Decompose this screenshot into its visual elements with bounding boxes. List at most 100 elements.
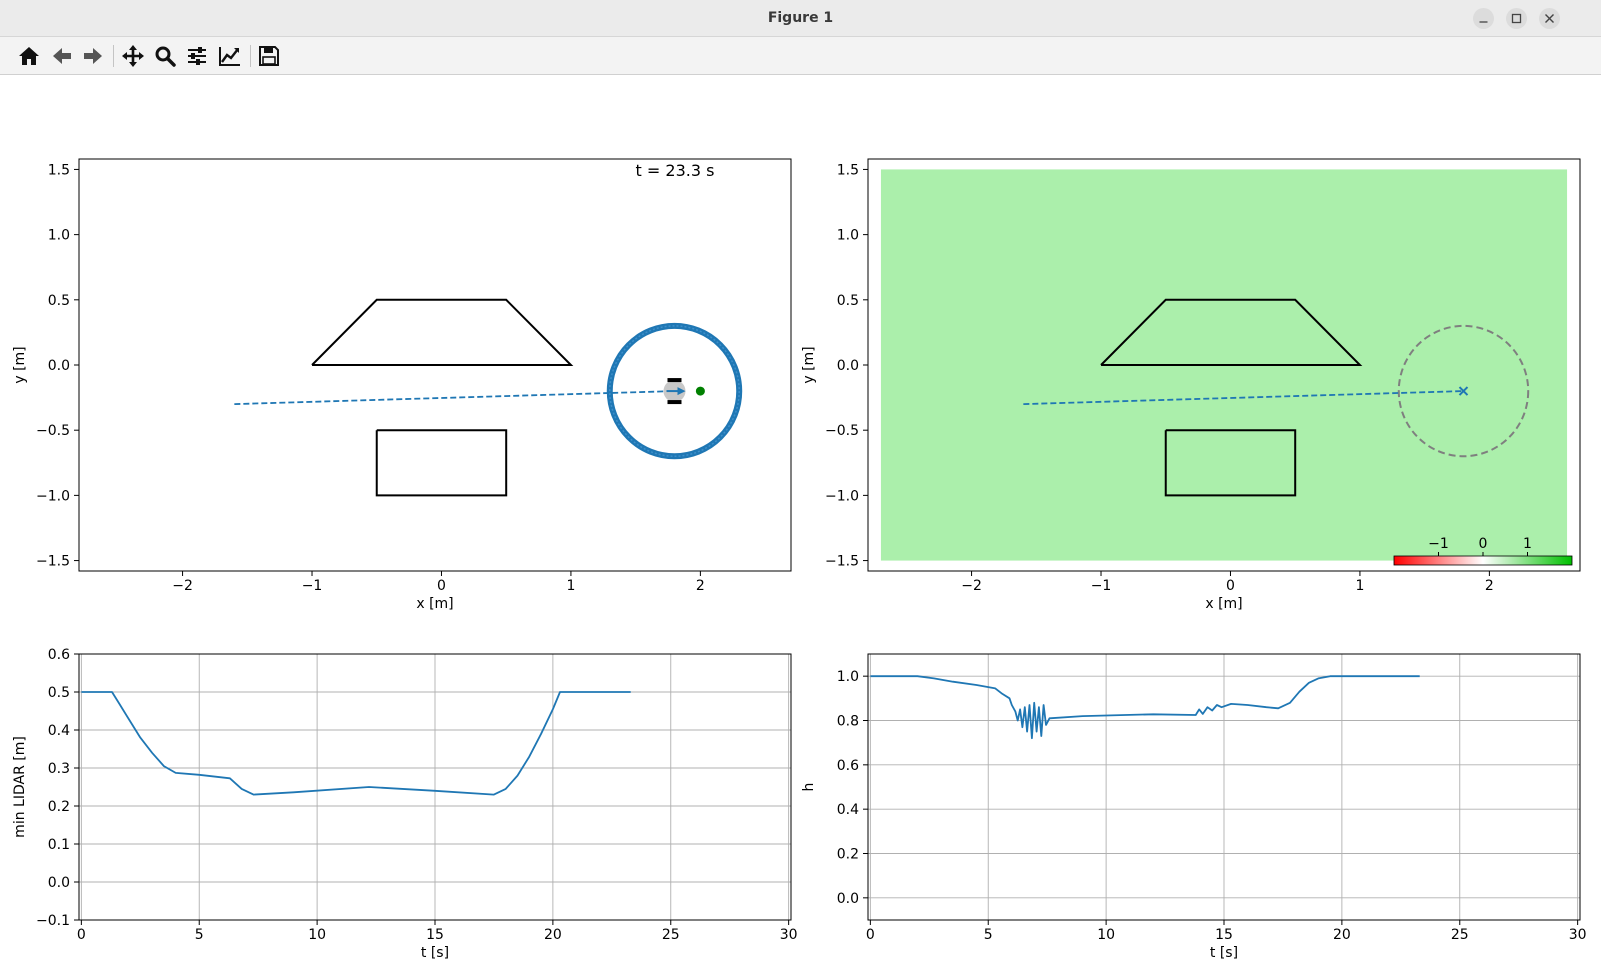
h_value-chart: 0 5 10 15 20 25 30 0.0 0.2 0.4 0.6 0.8 1.0 t [s] h (801, 653, 1587, 961)
sensing-circle (1397, 324, 1530, 458)
y-tick-label: 0.0 (837, 891, 859, 907)
obstacle-outline (1164, 429, 1297, 497)
maximize-button[interactable] (1506, 8, 1527, 29)
robot-wheel (667, 378, 682, 383)
trajectory-line (234, 390, 675, 406)
minimize-button[interactable] (1473, 8, 1494, 29)
minimize-icon (1479, 21, 1488, 23)
y-tick-label: 0.6 (48, 647, 70, 663)
x-axis-label: x [m] (416, 596, 453, 612)
x-tick-label: 0 (866, 927, 875, 943)
edit-axis-button[interactable] (217, 43, 243, 69)
y-tick-label: 0.2 (48, 799, 70, 815)
toolbar-separator (113, 45, 114, 67)
x-tick-label: −1 (1091, 578, 1112, 594)
x-tick-label: 25 (662, 927, 680, 943)
x-tick-label: 30 (780, 927, 798, 943)
x-tick-label: 5 (984, 927, 993, 943)
home-button[interactable] (16, 43, 42, 69)
colorbar-tick-label: 0 (1479, 536, 1488, 552)
x-tick-label: 1 (1355, 578, 1364, 594)
pan-move-icon (122, 45, 144, 67)
x-tick-label: 0 (1226, 578, 1235, 594)
y-tick-label: 0.5 (48, 685, 70, 701)
forward-arrow-icon (84, 48, 102, 64)
y-tick-label: 0.2 (837, 847, 859, 863)
navigation-toolbar (0, 37, 1601, 75)
x-tick-label: 0 (437, 578, 446, 594)
y-tick-label: 0.5 (837, 293, 859, 309)
maximize-icon (1511, 13, 1522, 24)
x-tick-label: 15 (426, 927, 444, 943)
y-tick-label: 0.0 (48, 875, 70, 891)
goal-point (695, 386, 705, 396)
x-tick-label: 10 (308, 927, 326, 943)
y-tick-label: −1.0 (825, 488, 859, 504)
y-axis-label: y [m] (801, 346, 817, 383)
zoom-magnifier-icon (155, 46, 176, 67)
safety_map-chart: −2 −1 0 1 2 −1.5 −1.0 −0.5 0.0 0.5 1.0 1.5 x [m] y [m… (801, 158, 1581, 612)
y-tick-label: −0.5 (825, 423, 859, 439)
lidar-ring-texture (609, 325, 740, 458)
y-tick-label: −1.5 (825, 554, 859, 570)
y-tick-label: 0.1 (48, 837, 70, 853)
x-tick-label: 10 (1097, 927, 1115, 943)
series-line (81, 691, 631, 796)
y-tick-label: 1.5 (48, 162, 70, 178)
save-button[interactable] (256, 43, 282, 69)
close-icon (1545, 14, 1554, 23)
pan-button[interactable] (120, 43, 146, 69)
colorbar (1393, 555, 1573, 566)
back-button[interactable] (49, 43, 75, 69)
window-titlebar: Figure 1 (0, 0, 1601, 37)
window-title: Figure 1 (767, 10, 834, 26)
y-axis-label: h (801, 783, 817, 792)
y-tick-label: 0.4 (48, 723, 70, 739)
y-tick-label: 0.5 (48, 293, 70, 309)
y-tick-label: 0.6 (837, 758, 859, 774)
series-line (870, 675, 1420, 740)
obstacle-outline (311, 298, 574, 366)
x-tick-label: −2 (961, 578, 982, 594)
time-annotation: t = 23.3 s (636, 161, 715, 180)
zoom-button[interactable] (152, 43, 178, 69)
x-tick-label: 0 (77, 927, 86, 943)
obstacle-outline (375, 429, 508, 497)
x-axis-label: t [s] (421, 945, 449, 961)
x-tick-label: 1 (566, 578, 575, 594)
y-tick-label: 0.3 (48, 761, 70, 777)
home-icon (19, 47, 39, 65)
y-axis-label: y [m] (12, 346, 28, 383)
colorbar-tick-label: −1 (1428, 536, 1449, 552)
y-tick-label: 1.0 (837, 228, 859, 244)
y-tick-label: 1.0 (837, 669, 859, 685)
x-tick-label: −1 (302, 578, 323, 594)
toolbar-separator (250, 45, 251, 67)
x-tick-label: −2 (172, 578, 193, 594)
subplots-sliders-icon (188, 47, 206, 65)
scene-chart: −2 −1 0 1 2 −1.5 −1.0 −0.5 0.0 0.5 1.0 1.5 x [m] y [m… (12, 158, 792, 612)
subplots-button[interactable] (184, 43, 210, 69)
save-floppy-icon (259, 46, 279, 66)
figure-canvas: −2 −1 0 1 2 −1.5 −1.0 −0.5 0.0 0.5 1.0 1.5 x [m] y [m… (12, 158, 1587, 961)
colorbar-tick-label: 1 (1523, 536, 1532, 552)
y-tick-label: 0.0 (48, 358, 70, 374)
y-tick-label: 0.0 (837, 358, 859, 374)
x-tick-label: 2 (696, 578, 705, 594)
robot-wheel (667, 400, 682, 405)
y-axis-label: min LIDAR [m] (12, 736, 28, 838)
forward-button[interactable] (80, 43, 106, 69)
x-axis-label: x [m] (1205, 596, 1242, 612)
y-tick-label: −1.0 (36, 488, 70, 504)
x-tick-label: 2 (1485, 578, 1494, 594)
x-tick-label: 25 (1451, 927, 1469, 943)
back-arrow-icon (53, 48, 71, 64)
x-tick-label: 20 (544, 927, 562, 943)
robot-marker (1458, 386, 1469, 396)
x-axis-label: t [s] (1210, 945, 1238, 961)
y-tick-label: −0.1 (36, 913, 70, 929)
y-tick-label: −0.5 (36, 423, 70, 439)
close-button[interactable] (1539, 8, 1560, 29)
edit-axis-icon (219, 47, 240, 66)
y-tick-label: −1.5 (36, 554, 70, 570)
